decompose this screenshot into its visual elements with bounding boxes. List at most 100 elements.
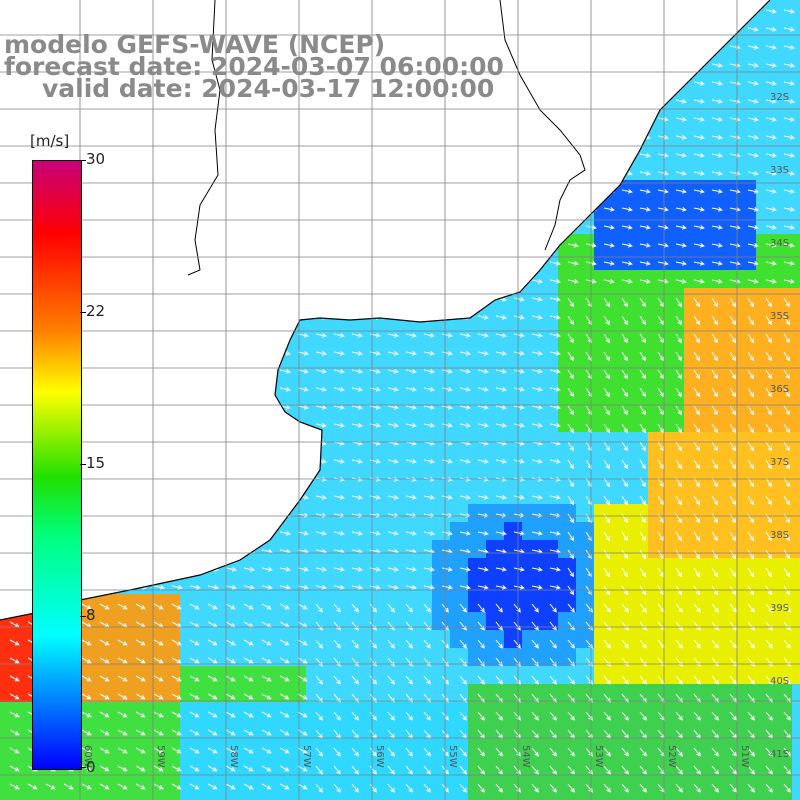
wind-speed-cell [684,450,702,468]
wind-speed-cell [288,702,306,720]
wind-speed-cell [324,432,342,450]
wind-speed-cell [612,702,630,720]
wind-arrow-head [573,279,579,284]
wind-speed-cell [612,324,630,342]
wind-speed-cell [666,702,684,720]
wind-speed-cell [198,792,216,800]
wind-speed-cell [540,522,558,540]
wind-speed-cell [774,342,792,360]
wind-speed-cell [558,774,576,792]
wind-speed-cell [342,756,360,774]
wind-speed-cell [288,720,306,738]
wind-speed-cell [684,360,702,378]
wind-speed-cell [720,666,738,684]
wind-speed-cell [594,522,612,540]
wind-speed-cell [540,684,558,702]
wind-arrow [621,279,632,283]
wind-speed-cell [378,720,396,738]
wind-arrow-head [753,27,759,32]
wind-speed-cell [450,792,468,800]
wind-speed-cell [612,360,630,378]
wind-arrow-head [663,171,669,176]
wind-arrow [783,27,794,31]
wind-speed-cell [648,594,666,612]
wind-speed-cell [756,522,774,540]
wind-speed-cell [414,504,432,522]
wind-speed-cell [306,378,324,396]
wind-speed-cell [90,792,108,800]
wind-speed-cell [414,792,432,800]
wind-speed-cell [504,306,522,324]
wind-arrow [621,189,632,193]
wind-speed-cell [324,756,342,774]
wind-speed-cell [360,576,378,594]
wind-speed-cell [108,612,126,630]
wind-arrow-head [771,9,777,14]
wind-speed-cell [612,468,630,486]
wind-speed-cell [360,450,378,468]
wind-arrow-head [771,63,777,68]
wind-speed-cell [288,360,306,378]
wind-arrow-head [681,153,687,158]
wind-speed-cell [756,792,774,800]
wind-speed-cell [630,576,648,594]
wind-speed-cell [756,594,774,612]
wind-speed-cell [0,630,18,648]
wind-speed-cell [162,792,180,800]
wind-speed-cell [216,612,234,630]
wind-speed-cell [522,342,540,360]
wind-speed-cell [216,738,234,756]
wind-speed-cell [180,576,198,594]
wind-speed-cell [324,486,342,504]
wind-speed-cell [432,720,450,738]
wind-arrow [747,81,758,85]
wind-speed-cell [360,666,378,684]
wind-arrow-head [681,207,687,212]
wind-speed-cell [486,360,504,378]
wind-speed-cell [738,288,756,306]
wind-speed-cell [504,738,522,756]
wind-speed-cell [198,702,216,720]
wind-speed-cell [126,648,144,666]
wind-speed-cell [756,576,774,594]
wind-speed-cell [90,594,108,612]
wind-speed-cell [684,306,702,324]
wind-arrow-head [717,261,723,266]
wind-speed-cell [648,432,666,450]
wind-arrow-head [753,153,759,158]
wind-speed-cell [720,414,738,432]
wind-arrow [747,171,758,175]
wind-speed-cell [360,468,378,486]
wind-speed-cell [630,792,648,800]
wind-speed-cell [738,270,756,288]
wind-speed-cell [738,72,756,90]
wind-speed-cell [720,630,738,648]
wind-speed-cell [414,486,432,504]
wind-speed-cell [324,414,342,432]
wind-speed-cell [432,756,450,774]
wind-speed-cell [486,720,504,738]
wind-arrow-head [789,27,795,32]
wind-speed-cell [756,324,774,342]
wind-speed-cell [612,684,630,702]
wind-speed-cell [396,360,414,378]
wind-speed-cell [612,630,630,648]
wind-speed-cell [126,702,144,720]
wind-speed-cell [252,666,270,684]
wind-speed-cell [108,702,126,720]
wind-speed-cell [270,648,288,666]
wind-arrow-head [699,189,705,194]
wind-arrow [783,207,794,211]
wind-speed-cell [324,720,342,738]
wind-speed-cell [774,414,792,432]
wind-speed-cell [414,630,432,648]
wind-arrow-head [753,117,759,122]
wind-speed-cell [702,144,720,162]
wind-arrow-head [555,261,561,266]
wind-speed-cell [396,342,414,360]
wind-speed-cell [360,342,378,360]
wind-speed-cell [468,702,486,720]
wind-speed-cell [720,738,738,756]
wind-speed-cell [792,306,800,324]
wind-speed-cell [684,504,702,522]
